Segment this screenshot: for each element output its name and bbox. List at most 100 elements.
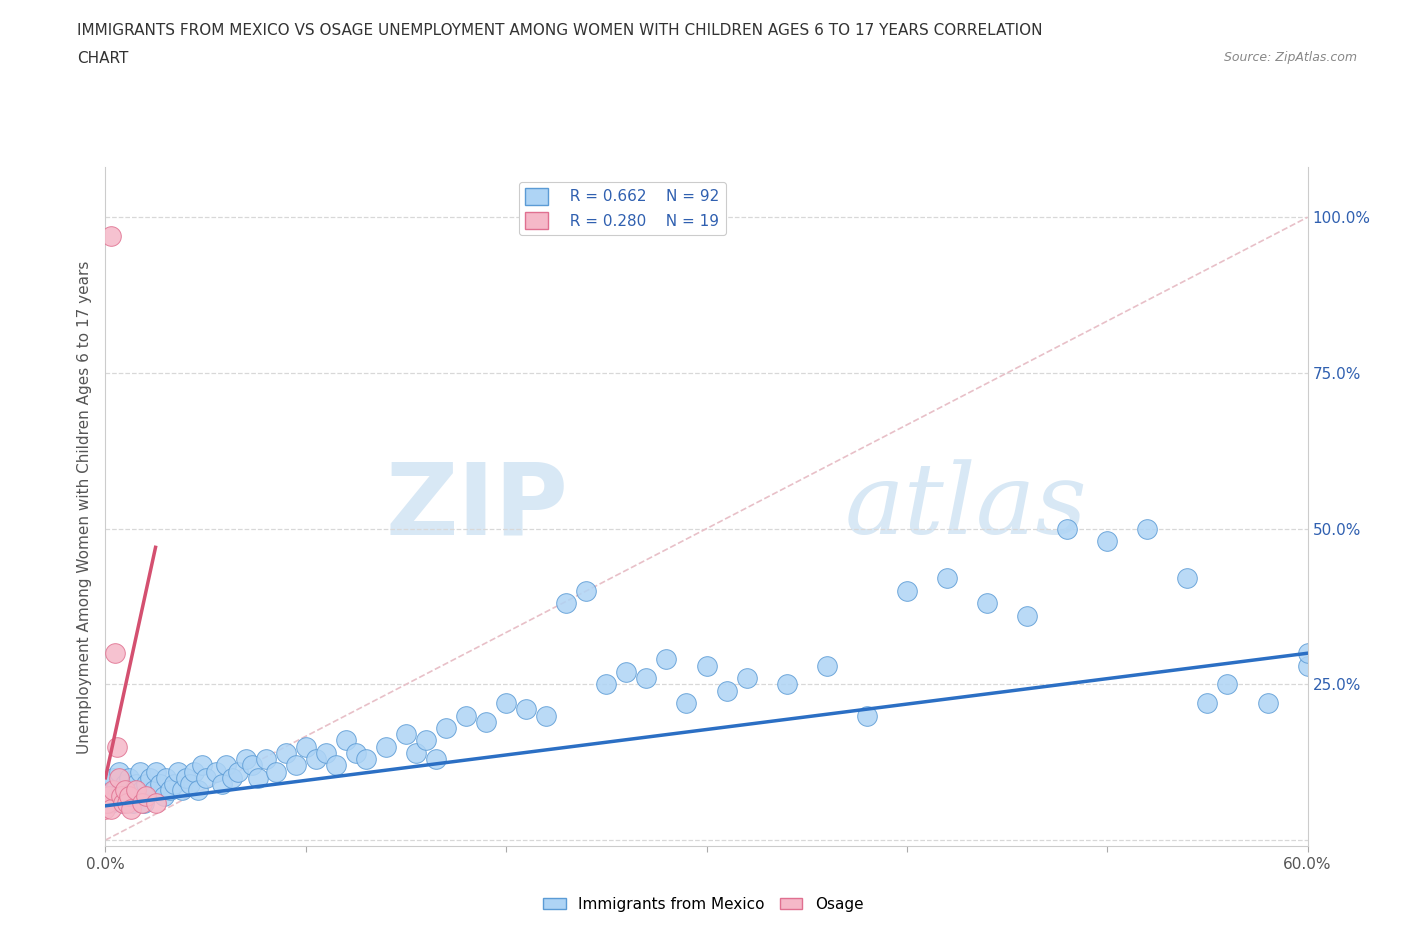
Point [246,770,269,785]
Point [100,795,122,810]
Point [124,777,146,791]
Point [166,764,188,779]
Point [110,783,132,798]
Point [103,770,125,785]
Point [174,770,197,785]
Point [254,751,277,766]
Point [162,777,184,791]
Point [655,652,678,667]
Point [103,783,125,798]
Legend: Immigrants from Mexico, Osage: Immigrants from Mexico, Osage [537,891,869,918]
Point [1177,571,1199,586]
Point [716,684,738,698]
Point [555,596,578,611]
Point [264,764,287,779]
Text: atlas: atlas [845,459,1087,554]
Point [96,789,118,804]
Point [118,770,141,785]
Point [240,758,263,773]
Point [110,789,132,804]
Point [1197,696,1219,711]
Point [118,789,141,804]
Point [976,596,998,611]
Point [395,726,418,741]
Point [374,739,398,754]
Point [98,777,121,791]
Y-axis label: Unemployment Among Women with Children Ages 6 to 17 years: Unemployment Among Women with Children A… [77,260,93,753]
Point [104,783,127,798]
Point [127,789,149,804]
Point [194,770,217,785]
Point [1097,534,1119,549]
Point [100,229,122,244]
Point [128,764,150,779]
Point [155,770,177,785]
Point [575,583,598,598]
Point [214,758,236,773]
Point [145,795,167,810]
Point [135,777,157,791]
Point [112,795,135,810]
Point [108,764,131,779]
Point [152,789,174,804]
Text: ZIP: ZIP [385,458,568,555]
Point [315,746,337,761]
Text: CHART: CHART [77,51,129,66]
Point [98,789,121,804]
Point [595,677,617,692]
Point [284,758,307,773]
Point [415,733,437,748]
Point [1296,645,1319,660]
Legend:   R = 0.662    N = 92,   R = 0.280    N = 19: R = 0.662 N = 92, R = 0.280 N = 19 [519,182,725,235]
Point [142,783,165,798]
Point [495,696,517,711]
Point [616,664,638,679]
Point [138,770,160,785]
Point [211,777,233,791]
Point [107,789,129,804]
Point [114,777,136,791]
Point [131,795,153,810]
Point [1136,521,1159,536]
Point [187,783,209,798]
Point [1257,696,1279,711]
Point [148,777,170,791]
Point [117,795,139,810]
Point [112,795,135,810]
Point [305,751,328,766]
Point [124,783,146,798]
Point [121,783,143,798]
Point [1296,658,1319,673]
Point [1056,521,1078,536]
Point [104,645,127,660]
Point [636,671,658,685]
Point [475,714,498,729]
Point [454,708,477,723]
Point [405,746,427,761]
Point [226,764,249,779]
Point [696,658,718,673]
Point [135,789,157,804]
Point [936,571,959,586]
Point [325,758,347,773]
Point [100,802,122,817]
Point [131,783,153,798]
Point [235,751,257,766]
Point [122,795,145,810]
Point [96,795,118,810]
Point [183,764,205,779]
Point [274,746,297,761]
Point [815,658,838,673]
Point [170,783,193,798]
Point [534,708,557,723]
Point [121,802,143,817]
Point [675,696,697,711]
Point [295,739,318,754]
Point [735,671,758,685]
Point [179,777,201,791]
Text: Source: ZipAtlas.com: Source: ZipAtlas.com [1223,51,1357,64]
Point [1017,608,1039,623]
Point [108,770,131,785]
Point [354,751,377,766]
Point [221,770,243,785]
